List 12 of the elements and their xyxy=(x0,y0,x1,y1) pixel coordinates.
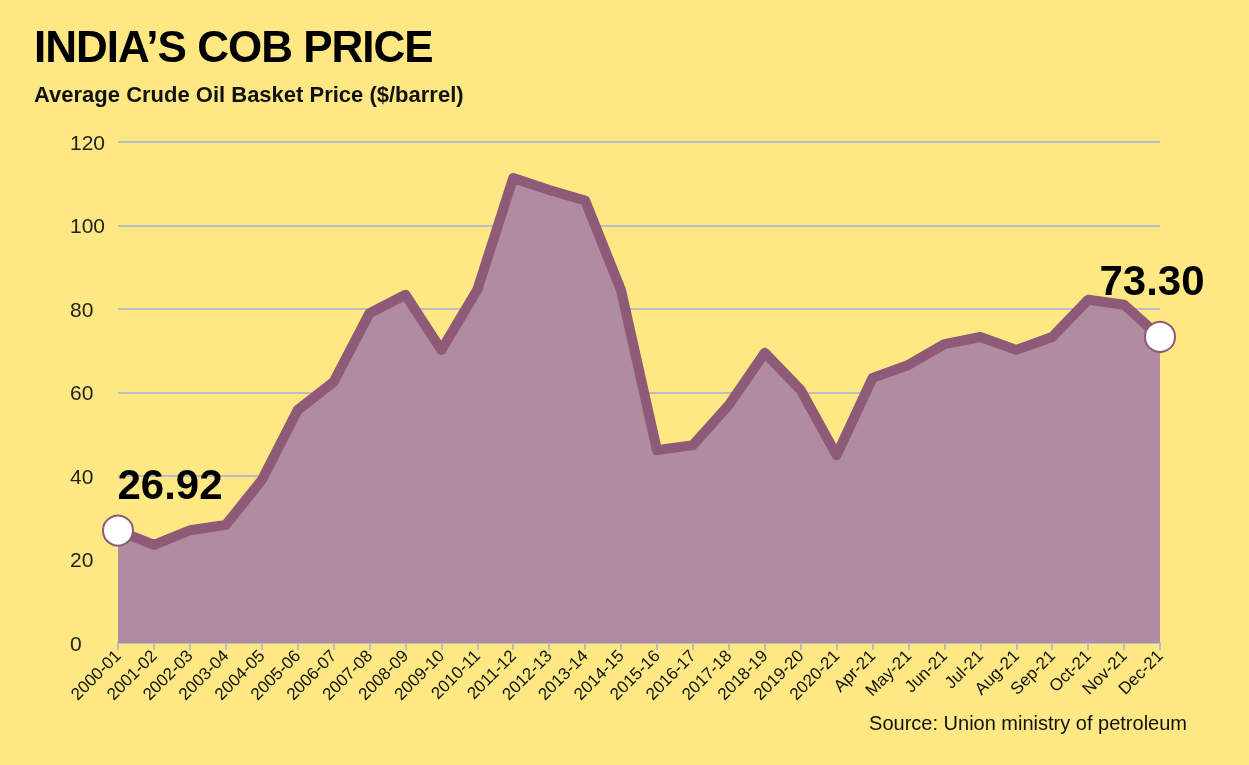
data-label: 26.92 xyxy=(117,461,223,509)
y-tick-label: 40 xyxy=(70,464,94,488)
y-tick-label: 80 xyxy=(70,297,94,321)
data-label: 73.30 xyxy=(1099,257,1205,305)
y-tick-label: 100 xyxy=(70,214,106,237)
y-tick-label: 120 xyxy=(70,130,106,154)
chart-subtitle: Average Crude Oil Basket Price ($/barrel) xyxy=(34,82,464,108)
source-note: Source: Union ministry of petroleum xyxy=(869,712,1187,735)
y-tick-label: 0 xyxy=(70,631,82,655)
chart-title: INDIA’S COB PRICE xyxy=(34,22,433,72)
y-tick-label: 20 xyxy=(70,548,94,571)
y-tick-label: 60 xyxy=(70,381,94,404)
